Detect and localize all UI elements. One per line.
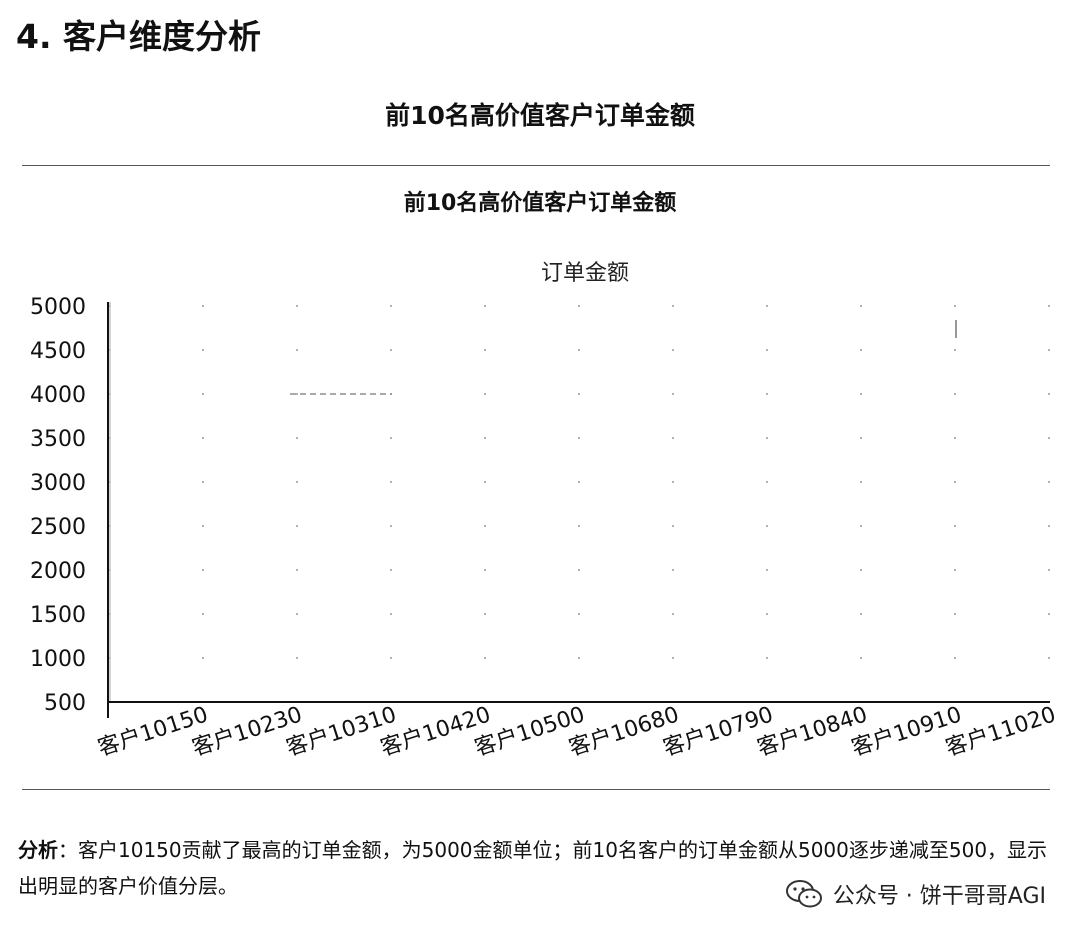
divider-bottom xyxy=(22,789,1050,790)
wechat-icon xyxy=(785,880,822,908)
y-tick-label: 4500 xyxy=(30,339,86,364)
y-tick-label: 4000 xyxy=(30,383,86,408)
y-tick-label: 500 xyxy=(44,691,86,716)
figure-title: 前10名高价值客户订单金额 xyxy=(385,101,695,130)
y-tick-label: 1000 xyxy=(30,647,86,672)
bar xyxy=(124,306,186,702)
section-heading: 4. 客户维度分析 xyxy=(16,17,261,56)
analysis-text: 客户10150贡献了最高的订单金额，为5000金额单位；前10名客户的订单金额从… xyxy=(18,838,1048,898)
bar-chart: 订单金额 5000 4500 4000 3500 3000 2500 2000 1500 1000… xyxy=(30,261,1059,761)
bar xyxy=(784,614,845,702)
y-tick-label: 1500 xyxy=(30,603,86,628)
bar xyxy=(690,570,751,702)
y-tick-label: 2500 xyxy=(30,515,86,540)
bar xyxy=(313,394,374,702)
analysis-paragraph: 分析：客户10150贡献了最高的订单金额，为5000金额单位；前10名客户的订单… xyxy=(18,832,1058,904)
divider-top xyxy=(22,165,1050,166)
analysis-label: 分析 xyxy=(18,838,58,862)
y-tick-label: 2000 xyxy=(30,559,86,584)
footer-attribution: 公众号 · 饼干哥哥AGI xyxy=(785,878,1046,910)
bar xyxy=(501,482,563,702)
footer-text: 公众号 · 饼干哥哥AGI xyxy=(832,884,1046,909)
bar xyxy=(219,350,280,702)
y-tick-label: 3500 xyxy=(30,427,86,452)
analysis-separator: ： xyxy=(58,838,78,862)
bar xyxy=(407,438,468,702)
chart-title: 前10名高价值客户订单金额 xyxy=(403,191,677,216)
legend-label: 订单金额 xyxy=(541,261,629,286)
bar xyxy=(878,658,939,702)
x-tick-label: 客户11020 xyxy=(943,702,1059,761)
y-tick-label: 5000 xyxy=(30,295,86,320)
bar xyxy=(595,526,657,702)
y-tick-label: 3000 xyxy=(30,471,86,496)
